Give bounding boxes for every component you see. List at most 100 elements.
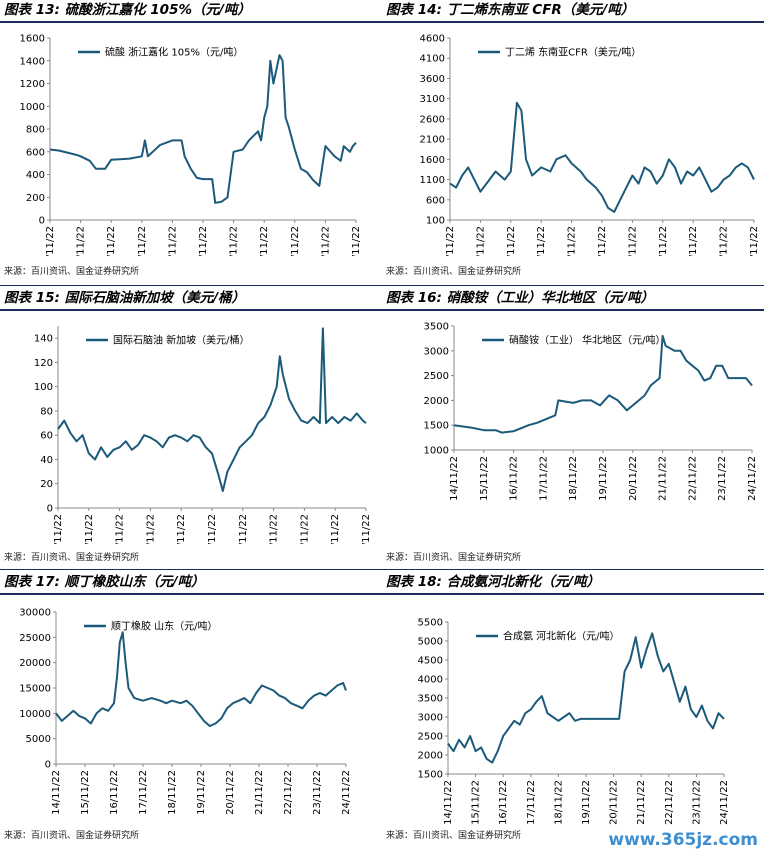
y-tick-label: 1600 (420, 155, 445, 166)
y-tick-label: 1000 (424, 446, 449, 457)
x-tick-label: 24/11/22 (719, 780, 730, 825)
x-tick-label: 21/11/22 (658, 456, 669, 501)
y-tick-label: 2100 (420, 135, 445, 146)
chart-13: 0 200 400 600 800 1000 1200 1400 1600 14/11/22 15/… (20, 34, 362, 257)
x-tick-label: 14/11/22 (45, 226, 56, 256)
y-tick-label: 30000 (19, 608, 51, 619)
y-tick-label: 1500 (424, 421, 449, 432)
footer-rule (0, 569, 382, 570)
x-tick-label: 24/11/22 (341, 770, 352, 815)
y-tick-label: 4500 (418, 656, 443, 667)
chart-16: 1000 1500 2000 2500 3000 3500 14/11/22 15/11/22… (424, 322, 758, 501)
x-tick-label: 19/11/22 (581, 780, 592, 825)
x-tick-label: 15/11/22 (76, 226, 87, 256)
x-tick-label: 15/11/22 (479, 456, 490, 501)
y-tick-label: 1200 (20, 79, 45, 90)
x-tick-label: 23/11/22 (320, 226, 331, 256)
series-line (57, 327, 367, 492)
y-tick-label: 0 (45, 760, 51, 771)
x-tick-label: 23/11/22 (691, 780, 702, 825)
y-tick-label: 2500 (418, 732, 443, 743)
y-tick-label: 1600 (20, 34, 45, 45)
y-tick-label: 140 (34, 334, 53, 345)
y-tick-label: 25000 (19, 633, 51, 644)
x-tick-label: 17/11/22 (137, 226, 148, 256)
y-tick-label: 200 (26, 193, 45, 204)
y-tick-label: 400 (26, 170, 45, 181)
x-tick-label: 17/11/22 (526, 780, 537, 825)
y-tick-label: 60 (40, 431, 53, 442)
x-tick-label: 18/11/22 (176, 514, 187, 544)
y-tick-label: 2000 (424, 396, 449, 407)
y-tick-label: 120 (34, 358, 53, 369)
source-note: 来源：百川资讯、国金证券研究所 (386, 267, 522, 277)
y-tick-label: 0 (47, 504, 53, 515)
watermark: www.365jz.com (608, 830, 758, 850)
y-tick-label: 4100 (420, 54, 445, 65)
x-tick-label: 22/11/22 (664, 780, 675, 825)
chart-14: 100 600 1100 1600 2100 2600 3100 3600 4100 4600 14… (420, 34, 760, 257)
x-tick-label: 16/11/22 (498, 780, 509, 825)
x-tick-label: 18/11/22 (553, 780, 564, 825)
series-line (449, 101, 755, 213)
panel-title: 图表 13: 硫酸浙江嘉化 105%（元/吨） (4, 2, 251, 18)
x-tick-label: 20/11/22 (627, 226, 638, 256)
x-tick-label: 21/11/22 (658, 226, 669, 256)
y-tick-label: 800 (26, 125, 45, 136)
x-tick-label: 17/11/22 (145, 514, 156, 544)
panel-17: 图表 17: 顺丁橡胶山东（元/吨） 0 5000 10000 15000 20000 2… (0, 572, 382, 856)
x-tick-label: 16/11/22 (106, 226, 117, 256)
x-tick-label: 22/11/22 (290, 226, 301, 256)
panel-18: 图表 18: 合成氨河北新化（元/吨） 1500 2000 2500 3000 3500… (382, 572, 764, 856)
source-note: 来源：百川资讯、国金证券研究所 (4, 831, 140, 841)
source-note: 来源：百川资讯、国金证券研究所 (4, 553, 140, 563)
y-tick-label: 5000 (26, 734, 51, 745)
chart-18: 1500 2000 2500 3000 3500 4000 4500 5000 5500 14/1… (418, 618, 730, 825)
x-tick-label: 24/11/22 (747, 456, 758, 501)
y-tick-label: 80 (40, 406, 53, 417)
panel-14: 图表 14: 丁二烯东南亚 CFR（美元/吨） 100 600 1100 1600 21… (382, 0, 764, 286)
title-rule (0, 593, 382, 595)
chart-15: 0 20 40 60 80 100 120 140 14/11/22 15/11/22 16/11/… (34, 326, 372, 544)
y-tick-label: 100 (34, 382, 53, 393)
y-tick-label: 3600 (420, 74, 445, 85)
legend-label: 硝酸铵（工业） 华北地区（元/吨） (509, 334, 666, 347)
x-tick-label: 22/11/22 (299, 514, 310, 544)
x-tick-label: 17/11/22 (138, 770, 149, 815)
x-tick-label: 19/11/22 (196, 770, 207, 815)
y-tick-label: 1000 (20, 102, 45, 113)
series-line (453, 334, 753, 434)
y-tick-label: 2500 (424, 371, 449, 382)
source-note: 来源：百川资讯、国金证券研究所 (386, 831, 522, 841)
x-tick-label: 21/11/22 (254, 770, 265, 815)
title-rule (0, 309, 382, 311)
x-tick-label: 16/11/22 (506, 226, 517, 256)
y-tick-label: 2000 (418, 751, 443, 762)
y-tick-label: 15000 (19, 684, 51, 695)
x-tick-label: 18/11/22 (167, 226, 178, 256)
x-tick-label: 20/11/22 (238, 514, 249, 544)
y-tick-label: 20 (40, 479, 53, 490)
series-line (49, 54, 357, 204)
title-rule (382, 593, 764, 595)
legend-label: 丁二烯 东南亚CFR（美元/吨） (505, 46, 641, 59)
x-tick-label: 20/11/22 (628, 456, 639, 501)
x-tick-label: 21/11/22 (269, 514, 280, 544)
x-tick-label: 23/11/22 (312, 770, 323, 815)
panel-13: 图表 13: 硫酸浙江嘉化 105%（元/吨） 0 200 400 600 800 100… (0, 0, 382, 286)
y-tick-label: 4600 (420, 34, 445, 45)
x-tick-label: 17/11/22 (536, 226, 547, 256)
y-tick-label: 5000 (418, 637, 443, 648)
x-tick-label: 15/11/22 (80, 770, 91, 815)
legend-label: 国际石脑油 新加坡（美元/桶） (113, 334, 250, 347)
source-note: 来源：百川资讯、国金证券研究所 (386, 553, 522, 563)
legend-label: 硫酸 浙江嘉化 105%（元/吨） (105, 46, 243, 59)
y-tick-label: 1500 (418, 770, 443, 781)
y-tick-label: 1100 (420, 175, 445, 186)
x-tick-label: 22/11/22 (688, 226, 699, 256)
x-tick-label: 24/11/22 (351, 226, 362, 256)
y-tick-label: 1400 (20, 56, 45, 67)
y-tick-label: 3500 (424, 322, 449, 333)
x-tick-label: 15/11/22 (475, 226, 486, 256)
x-tick-label: 22/11/22 (283, 770, 294, 815)
